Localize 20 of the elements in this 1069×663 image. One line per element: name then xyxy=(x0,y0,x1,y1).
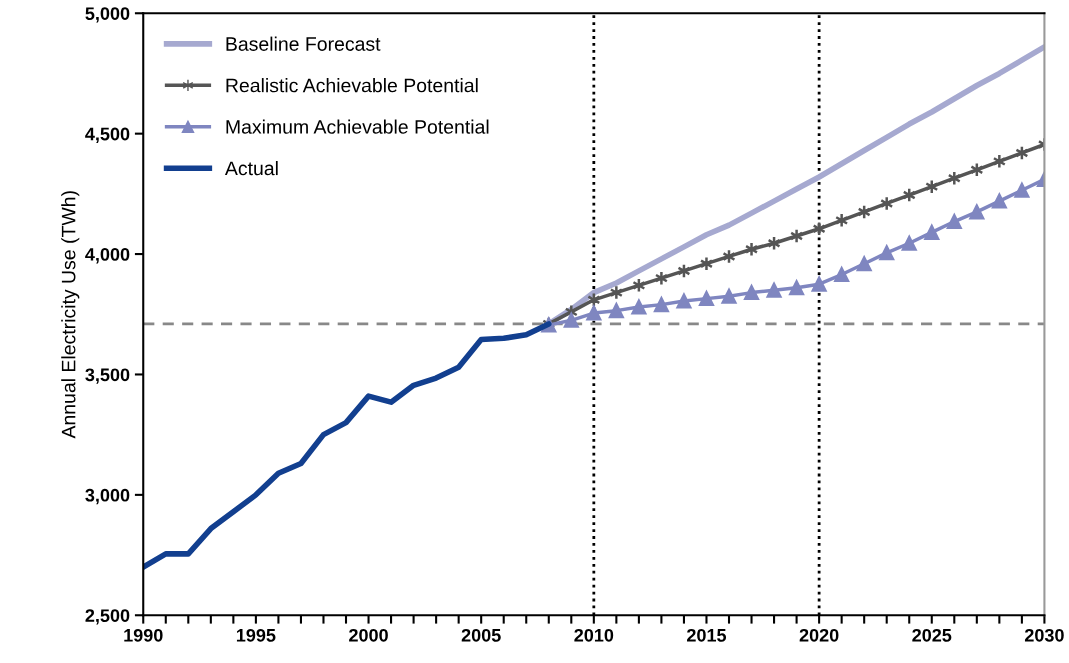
x-tick-label: 2030 xyxy=(1024,628,1064,642)
y-tick-label: 2,500 xyxy=(85,609,130,625)
x-tick-label: 1995 xyxy=(236,628,276,642)
x-tick-label: 2015 xyxy=(687,628,727,642)
x-tick-label: 1990 xyxy=(124,628,163,642)
x-tick-label: 2020 xyxy=(799,628,839,642)
legend-label: Realistic Achievable Potential xyxy=(226,78,478,93)
legend-label: Baseline Forecast xyxy=(226,36,381,51)
y-tick-label: 4,000 xyxy=(85,248,130,264)
legend-label: Actual xyxy=(224,160,278,176)
y-tick-label: 3,000 xyxy=(85,488,130,505)
x-tick-label: 2025 xyxy=(912,628,952,642)
x-tick-label: 2000 xyxy=(349,628,388,642)
x-tick-label: 2010 xyxy=(574,628,614,642)
legend-label: Maximum Achievable Potential xyxy=(226,119,489,134)
x-tick-label: 2005 xyxy=(461,628,501,642)
y-axis-title: Annual Electricity Use (TWh) xyxy=(61,191,80,439)
y-tick-label: 5,000 xyxy=(85,7,130,23)
y-tick-label: 3,500 xyxy=(85,368,130,384)
y-tick-label: 4,500 xyxy=(85,127,130,143)
